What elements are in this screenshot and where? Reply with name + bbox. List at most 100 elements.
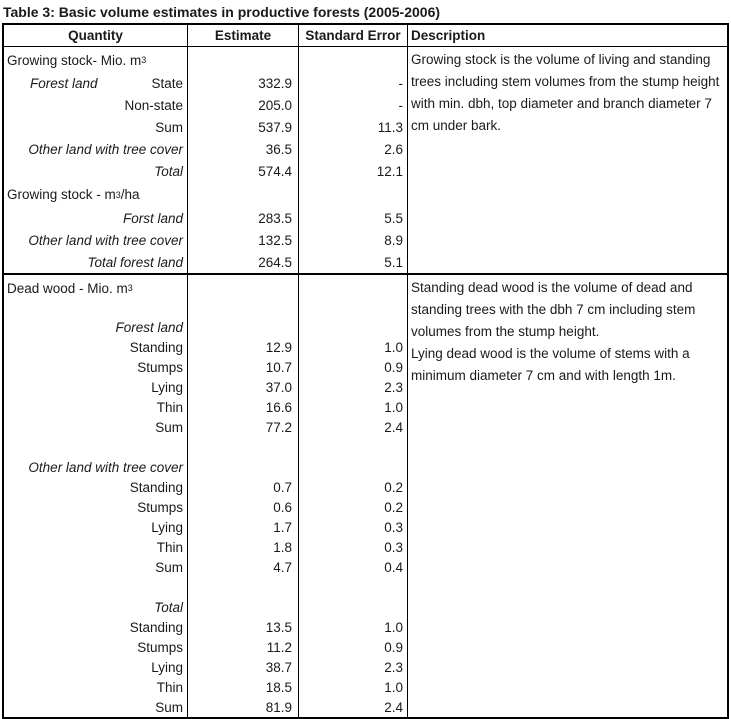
table-row: Total	[4, 597, 408, 618]
estimate-cell: 77.2	[188, 417, 299, 438]
row-label: Sum	[155, 699, 183, 715]
std-error-cell	[299, 181, 408, 208]
row-label: Forst land	[122, 211, 183, 227]
quantity-cell: Growing stock - m 3/ha	[4, 181, 188, 208]
std-error-cell	[299, 317, 408, 338]
estimate-cell: 10.7	[188, 357, 299, 378]
row-label: Standing	[129, 339, 183, 355]
estimate-cell: 574.4	[188, 160, 299, 182]
quantity-cell: Standing	[4, 617, 188, 638]
estimate-cell: 37.0	[188, 377, 299, 398]
std-error-cell: 0.2	[299, 477, 408, 498]
description-cell: Standing dead wood is the volume of dead…	[408, 275, 727, 717]
quantity-cell: Stumps	[4, 497, 188, 518]
table-row: Other land with tree cover 132.5 8.9	[4, 229, 408, 252]
row-group-label: Forest land	[30, 76, 98, 92]
table-row: Thin 1.8 0.3	[4, 537, 408, 558]
row-label: Other land with tree cover	[28, 141, 183, 157]
row-label: Stumps	[137, 639, 183, 655]
table-row	[4, 577, 408, 598]
quantity-cell: Forest land	[4, 317, 188, 338]
estimate-cell: 36.5	[188, 138, 299, 161]
std-error-cell: 11.3	[299, 116, 408, 139]
std-error-cell: 2.4	[299, 417, 408, 438]
table-row: Growing stock - m 3/ha	[4, 181, 408, 208]
estimate-cell	[188, 437, 299, 458]
row-label: Stumps	[137, 499, 183, 515]
estimate-cell: 332.9	[188, 73, 299, 95]
table-row: Total forest land 264.5 5.1	[4, 251, 408, 274]
estimate-cell: 283.5	[188, 207, 299, 230]
estimate-cell	[188, 47, 299, 73]
std-error-cell	[299, 301, 408, 318]
std-error-cell: 1.0	[299, 677, 408, 698]
section-rows: Dead wood - Mio. m 3 Forest land Standing 12…	[4, 275, 408, 718]
table-row: Total 574.4 12.1	[4, 160, 408, 182]
estimate-cell: 18.5	[188, 677, 299, 698]
row-label: Other land with tree cover	[28, 233, 183, 249]
table-row: Stumps 11.2 0.9	[4, 637, 408, 658]
table-row: Sum 4.7 0.4	[4, 557, 408, 578]
data-table: Quantity Estimate Standard Error Descrip…	[2, 23, 729, 719]
quantity-cell: Thin	[4, 397, 188, 418]
row-label: Sum	[155, 559, 183, 575]
quantity-cell: Non-state	[4, 94, 188, 117]
quantity-cell: Sum	[4, 417, 188, 438]
quantity-cell	[4, 437, 188, 458]
row-label: Other land with tree cover	[28, 459, 183, 475]
std-error-cell: 8.9	[299, 229, 408, 252]
estimate-cell	[188, 597, 299, 618]
row-label: State	[151, 76, 183, 92]
quantity-cell: Other land with tree cover	[4, 138, 188, 161]
table-row	[4, 301, 408, 318]
unit-label: Dead wood - Mio. m	[7, 280, 128, 296]
quantity-cell	[4, 301, 188, 318]
quantity-cell: Standing	[4, 337, 188, 358]
table-row: Stumps 0.6 0.2	[4, 497, 408, 518]
estimate-cell: 1.7	[188, 517, 299, 538]
table-row: Standing 12.9 1.0	[4, 337, 408, 358]
std-error-cell: 2.6	[299, 138, 408, 161]
row-label: Lying	[151, 379, 183, 395]
estimate-cell: 38.7	[188, 657, 299, 678]
quantity-cell: Forst land	[4, 207, 188, 230]
quantity-cell: Total	[4, 160, 188, 182]
table-row: Sum 537.9 11.3	[4, 116, 408, 139]
row-label: Forest land	[115, 319, 183, 335]
std-error-cell: 5.1	[299, 251, 408, 274]
std-error-cell	[299, 47, 408, 73]
std-error-cell	[299, 275, 408, 302]
std-error-cell: 0.3	[299, 537, 408, 558]
section-growing-stock: Growing stock- Mio. m 3 Forest land State 33…	[4, 47, 727, 274]
estimate-cell: 132.5	[188, 229, 299, 252]
row-label: Thin	[156, 399, 183, 415]
estimate-cell: 12.9	[188, 337, 299, 358]
estimate-cell	[188, 181, 299, 208]
quantity-cell: Lying	[4, 517, 188, 538]
page-title: Table 3: Basic volume estimates in produ…	[3, 4, 441, 20]
quantity-cell: Thin	[4, 537, 188, 558]
std-error-cell	[299, 457, 408, 478]
quantity-cell: Sum	[4, 557, 188, 578]
column-header-std-error: Standard Error	[299, 25, 408, 46]
std-error-cell: 5.5	[299, 207, 408, 230]
row-label: Thin	[156, 539, 183, 555]
description-paragraph: Standing dead wood is the volume of dead…	[411, 280, 696, 340]
table-row: Forest land State 332.9-	[4, 73, 408, 95]
table-row	[4, 437, 408, 458]
quantity-cell: Lying	[4, 657, 188, 678]
table-row: Lying 37.0 2.3	[4, 377, 408, 398]
table-row: Thin 16.6 1.0	[4, 397, 408, 418]
std-error-cell: 0.2	[299, 497, 408, 518]
estimate-cell: 537.9	[188, 116, 299, 139]
std-error-cell: 0.4	[299, 557, 408, 578]
row-label: Standing	[129, 479, 183, 495]
quantity-cell: Total	[4, 597, 188, 618]
std-error-cell: 2.3	[299, 377, 408, 398]
row-label: Lying	[151, 519, 183, 535]
row-label: Non-state	[124, 98, 183, 114]
table-row: Lying 1.7 0.3	[4, 517, 408, 538]
